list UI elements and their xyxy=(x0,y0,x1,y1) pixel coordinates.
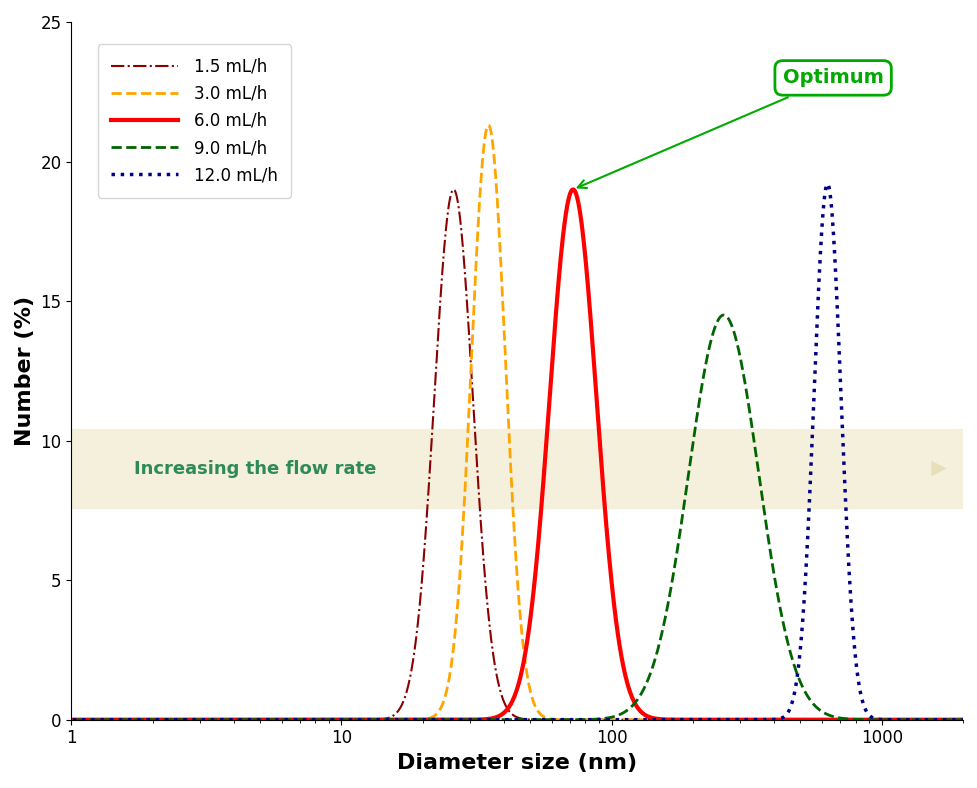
9.0 mL/h xyxy=(401,715,412,724)
6.0 mL/h xyxy=(442,715,453,724)
Line: 3.0 mL/h: 3.0 mL/h xyxy=(45,125,977,719)
6.0 mL/h xyxy=(964,715,976,724)
12.0 mL/h xyxy=(401,715,412,724)
6.0 mL/h xyxy=(39,715,51,724)
6.0 mL/h xyxy=(147,715,158,724)
Line: 6.0 mL/h: 6.0 mL/h xyxy=(45,189,977,719)
12.0 mL/h xyxy=(863,711,874,720)
1.5 mL/h xyxy=(447,184,459,194)
1.5 mL/h xyxy=(964,715,976,724)
X-axis label: Diameter size (nm): Diameter size (nm) xyxy=(397,753,637,773)
3.0 mL/h xyxy=(147,715,158,724)
9.0 mL/h xyxy=(147,715,158,724)
9.0 mL/h xyxy=(39,715,51,724)
12.0 mL/h xyxy=(39,715,51,724)
9.0 mL/h xyxy=(717,310,729,320)
1.5 mL/h xyxy=(442,206,453,215)
1.5 mL/h xyxy=(863,715,874,724)
1.5 mL/h xyxy=(39,715,51,724)
Line: 12.0 mL/h: 12.0 mL/h xyxy=(45,184,977,719)
9.0 mL/h xyxy=(442,715,453,724)
6.0 mL/h xyxy=(401,715,412,724)
3.0 mL/h xyxy=(401,715,412,724)
6.0 mL/h xyxy=(567,184,578,194)
9.0 mL/h xyxy=(964,715,976,724)
Y-axis label: Number (%): Number (%) xyxy=(15,296,35,446)
9.0 mL/h xyxy=(863,715,874,724)
1.5 mL/h xyxy=(401,685,412,694)
1.5 mL/h xyxy=(147,715,158,724)
Line: 1.5 mL/h: 1.5 mL/h xyxy=(45,189,977,719)
12.0 mL/h xyxy=(964,715,976,724)
1.5 mL/h xyxy=(203,715,215,724)
12.0 mL/h xyxy=(442,715,453,724)
9.0 mL/h xyxy=(203,715,215,724)
3.0 mL/h xyxy=(964,715,976,724)
Text: Optimum: Optimum xyxy=(577,69,882,188)
Text: Increasing the flow rate: Increasing the flow rate xyxy=(134,459,376,478)
3.0 mL/h xyxy=(39,715,51,724)
6.0 mL/h xyxy=(203,715,215,724)
12.0 mL/h xyxy=(147,715,158,724)
3.0 mL/h xyxy=(482,121,493,130)
3.0 mL/h xyxy=(863,715,874,724)
Legend: 1.5 mL/h, 3.0 mL/h, 6.0 mL/h, 9.0 mL/h, 12.0 mL/h: 1.5 mL/h, 3.0 mL/h, 6.0 mL/h, 9.0 mL/h, … xyxy=(98,44,291,198)
3.0 mL/h xyxy=(203,715,215,724)
6.0 mL/h xyxy=(863,715,874,724)
12.0 mL/h xyxy=(203,715,215,724)
Line: 9.0 mL/h: 9.0 mL/h xyxy=(45,315,977,719)
12.0 mL/h xyxy=(821,179,832,188)
Bar xyxy=(71,429,962,507)
3.0 mL/h xyxy=(442,679,453,689)
